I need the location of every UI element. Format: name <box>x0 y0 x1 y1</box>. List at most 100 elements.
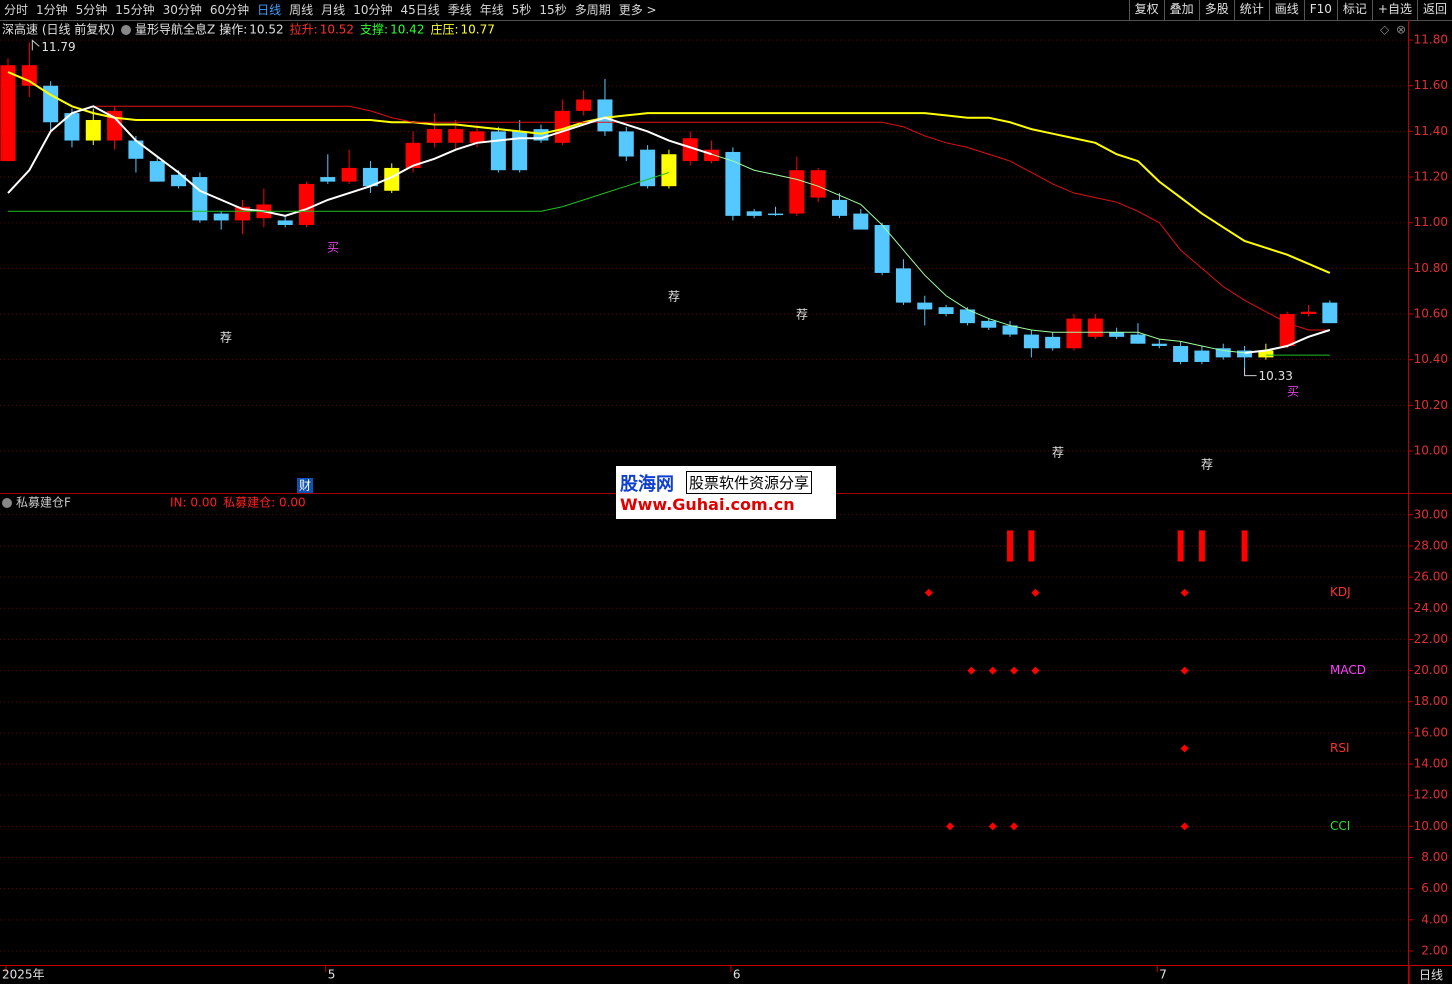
candle-body <box>682 138 698 162</box>
signal-point <box>967 666 976 675</box>
header-text: IN: 0.00 <box>170 496 217 510</box>
period-tab[interactable]: 10分钟 <box>353 3 393 17</box>
period-tab[interactable]: 分时 <box>4 3 29 17</box>
candle-body <box>917 302 933 310</box>
candle-body <box>1002 325 1018 335</box>
period-toolbar: 分时 1分钟 5分钟 15分钟 30分钟 60分钟 日线 周线 月线 10分钟 45日线 季线 年线 5秒… <box>0 0 1452 20</box>
candle-body <box>704 149 720 162</box>
y-tick-label: 11.60 <box>1414 78 1448 92</box>
candle-body <box>213 213 229 221</box>
candle-body <box>938 307 954 315</box>
low-label: 10.33 <box>1259 369 1293 383</box>
y-tick-label: 11.20 <box>1414 170 1448 184</box>
indicator-line <box>1244 329 1331 354</box>
period-tab[interactable]: 多周期 <box>574 3 611 17</box>
period-tab[interactable]: 15分钟 <box>115 3 155 17</box>
y-tick-label: 16.00 <box>1414 725 1448 739</box>
candle-body <box>298 183 314 225</box>
candle-body <box>21 65 37 86</box>
tool-button[interactable]: F10 <box>1303 0 1337 20</box>
tool-button[interactable]: 标记 <box>1336 0 1372 20</box>
period-label[interactable]: 日线 <box>1409 966 1452 984</box>
y-tick-label: 24.00 <box>1414 601 1448 615</box>
candle-body <box>448 129 464 143</box>
series-label: KDJ <box>1330 585 1351 599</box>
signal-bar <box>1198 530 1205 562</box>
arrow <box>31 39 40 51</box>
period-tab[interactable]: 5分钟 <box>75 3 108 17</box>
period-tab[interactable]: 更多 > <box>618 3 657 17</box>
candle-body <box>1215 348 1231 358</box>
annotation: 买 <box>1287 385 1299 399</box>
x-tick-label: 6 <box>733 968 741 982</box>
candle-body <box>341 167 357 182</box>
y-tick-label: 10.00 <box>1414 443 1448 457</box>
signal-bar <box>1177 530 1184 562</box>
candle-body <box>1322 302 1338 324</box>
indicator-line <box>7 105 712 217</box>
tool-button[interactable]: 复权 <box>1128 0 1164 20</box>
candle-body <box>0 65 16 162</box>
candle-body <box>959 309 975 324</box>
arrow <box>1244 367 1257 377</box>
period-tab[interactable]: 45日线 <box>400 3 440 17</box>
candle-body <box>597 99 613 132</box>
period-tab[interactable]: 周线 <box>289 3 314 17</box>
header-text: 10.52 <box>249 23 283 37</box>
candle-body <box>405 142 421 168</box>
period-tab[interactable]: 15秒 <box>539 3 567 17</box>
candle-body <box>576 99 592 111</box>
header-text: 10.42 <box>390 23 424 37</box>
candle-body <box>1130 334 1146 344</box>
period-tab[interactable]: 日线 <box>257 3 282 17</box>
annotation: 荐 <box>220 331 232 345</box>
header-text: 量形导航全息Z <box>135 22 215 37</box>
signal-point <box>988 666 997 675</box>
period-tab[interactable]: 年线 <box>479 3 504 17</box>
candle-body <box>192 177 208 221</box>
candle-body <box>1258 350 1274 358</box>
period-tab[interactable]: 60分钟 <box>209 3 250 17</box>
candle-body <box>171 174 187 187</box>
icon[interactable]: ⊗ <box>1396 23 1406 37</box>
candle-body <box>362 167 378 187</box>
watermark: 股海网 股票软件资源分享 Www.Guhai.com.cn <box>616 466 836 519</box>
candle-body <box>64 113 80 141</box>
signal-point <box>1180 822 1189 831</box>
y-tick-label: 20.00 <box>1414 663 1448 677</box>
period-tab[interactable]: 30分钟 <box>162 3 202 17</box>
series-label: MACD <box>1330 663 1366 677</box>
candle-body <box>1279 314 1295 346</box>
y-tick-label: 18.00 <box>1414 694 1448 708</box>
y-tick-label: 11.40 <box>1414 124 1448 138</box>
period-tab[interactable]: 5秒 <box>511 3 532 17</box>
watermark-brand: 股海网 <box>620 474 674 495</box>
candle-body <box>789 170 805 214</box>
candle-body <box>1109 332 1125 337</box>
tool-button[interactable]: 返回 <box>1416 0 1452 20</box>
header-text: 支撑: <box>360 22 388 37</box>
icon[interactable]: ◇ <box>1380 23 1390 37</box>
header-text: 操作: <box>219 22 247 37</box>
x-tick-label: 7 <box>1159 968 1167 982</box>
tool-button[interactable]: 多股 <box>1198 0 1234 20</box>
annotation: 荐 <box>1201 458 1213 472</box>
candle-body <box>725 151 741 216</box>
watermark-slogan: 股票软件资源分享 <box>686 471 813 494</box>
y-tick-label: 22.00 <box>1414 632 1448 646</box>
period-tab[interactable]: 1分钟 <box>36 3 68 17</box>
tool-button[interactable]: 统计 <box>1233 0 1269 20</box>
period-tab[interactable]: 季线 <box>447 3 472 17</box>
tool-button[interactable]: 画线 <box>1268 0 1304 20</box>
period-tab[interactable]: 月线 <box>321 3 346 17</box>
tool-button[interactable]: 叠加 <box>1163 0 1199 20</box>
tool-button[interactable]: +自选 <box>1371 0 1417 20</box>
tool-buttons: 复权 叠加 多股 统计 画线 F10 标记 +自选 返回 <box>1128 0 1452 20</box>
candle-body <box>85 119 101 141</box>
icon <box>121 25 131 35</box>
header-text: 深高速 (日线 前复权) <box>2 22 115 37</box>
signal-point <box>1180 588 1189 597</box>
candle-body <box>469 131 485 143</box>
